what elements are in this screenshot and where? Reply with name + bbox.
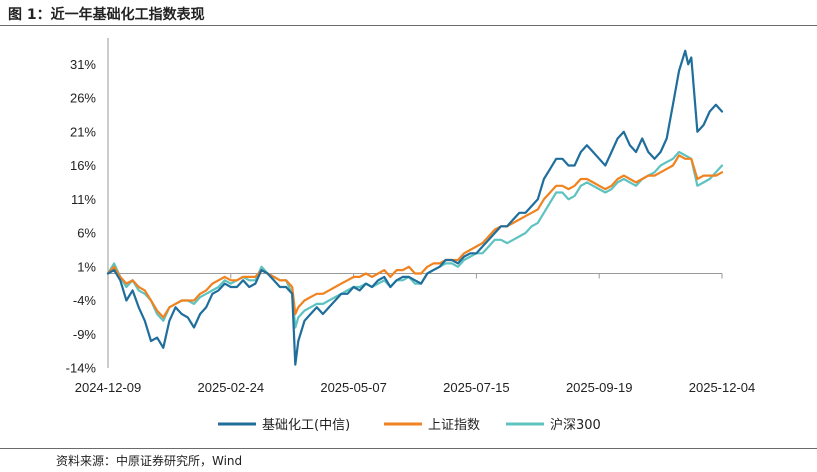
legend-label: 沪深300	[550, 417, 601, 433]
y-tick-label: 21%	[70, 124, 96, 139]
series-line	[106, 49, 724, 366]
x-tick-label: 2025-02-24	[198, 380, 265, 395]
series-line	[106, 154, 724, 319]
x-tick-label: 2025-05-07	[320, 380, 387, 395]
legend-label: 基础化工(中信)	[262, 418, 350, 433]
axes: -14% -9% -4% 1% 6% 11% 16% 21% 26% 31% 2024-12-09 2…	[66, 38, 756, 395]
y-tick-label: 16%	[70, 158, 96, 173]
line-chart: -14% -9% -4% 1% 6% 11% 16% 21% 26% 31% 2024-12-09 2…	[66, 38, 756, 433]
x-tick-label: 2024-12-09	[75, 380, 142, 395]
y-tick-label: 6%	[77, 226, 96, 241]
series-line	[106, 150, 724, 329]
legend-label: 上证指数	[428, 418, 480, 433]
y-tick-label: 1%	[77, 259, 96, 274]
series-lines	[106, 49, 724, 366]
x-tick-label: 2025-07-15	[443, 380, 510, 395]
y-tick-label: 11%	[71, 192, 96, 207]
source-note: 资料来源：中原证券研究所，Wind	[56, 454, 243, 468]
y-tick-label: -4%	[73, 293, 97, 308]
x-tick-label: 2025-09-19	[566, 380, 633, 395]
legend: 基础化工(中信) 上证指数 沪深300	[218, 417, 601, 433]
y-tick-label: 26%	[70, 91, 96, 106]
top-rule	[0, 25, 817, 26]
y-tick-label: -14%	[66, 361, 97, 376]
y-tick-label: -9%	[73, 327, 97, 342]
bottom-rule	[0, 448, 817, 449]
x-tick-label: 2025-12-04	[689, 380, 756, 395]
figure-title: 图 1：近一年基础化工指数表现	[8, 7, 205, 23]
y-tick-label: 31%	[70, 57, 96, 72]
